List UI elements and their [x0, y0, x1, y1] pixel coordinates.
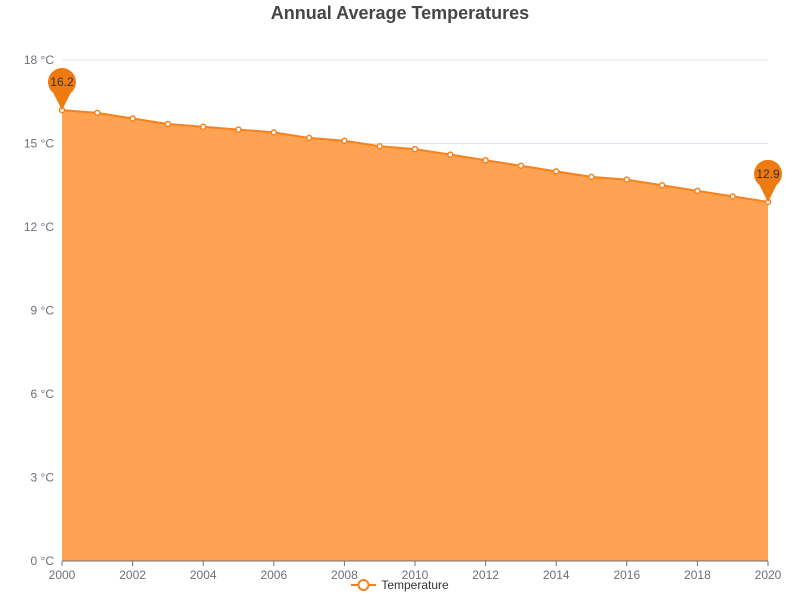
legend-line-marker-icon: [351, 579, 377, 591]
data-point: [341, 137, 348, 144]
data-point: [447, 151, 454, 158]
data-point: [517, 162, 525, 170]
x-tick-label: 2000: [49, 568, 76, 582]
data-point: [94, 109, 101, 117]
y-tick-label: 6 °C: [31, 387, 55, 401]
y-tick-label: 15 °C: [24, 137, 54, 151]
max-marker-pin: [48, 68, 77, 111]
x-tick-label: 2004: [190, 568, 217, 582]
x-tick-label: 2016: [613, 568, 640, 582]
series-area-temperature: [62, 110, 768, 561]
y-tick-label: 18 °C: [24, 53, 54, 67]
chart-title: Annual Average Temperatures: [270, 3, 530, 23]
x-tick-label: 2012: [472, 568, 499, 582]
x-tick-label: 2014: [543, 568, 570, 582]
data-point: [199, 123, 207, 131]
data-point: [235, 126, 242, 133]
data-point: [411, 145, 419, 153]
legend[interactable]: Temperature: [0, 578, 800, 592]
data-point: [552, 168, 560, 175]
data-point: [729, 193, 736, 200]
x-tick-label: 2002: [119, 568, 146, 582]
data-point: [129, 115, 136, 122]
y-tick-label: 0 °C: [31, 554, 55, 568]
data-point: [588, 173, 595, 181]
y-tick-label: 3 °C: [31, 471, 55, 485]
y-tick-label: 9 °C: [31, 304, 55, 318]
x-tick-label: 2008: [331, 568, 358, 582]
max-marker-label: 16.2: [50, 75, 74, 89]
data-point: [623, 176, 631, 183]
data-point: [482, 156, 489, 164]
data-point: [270, 129, 278, 136]
data-point: [694, 187, 701, 195]
data-point: [658, 182, 666, 189]
data-point: [376, 143, 383, 150]
y-tick-label: 12 °C: [24, 220, 54, 234]
x-tick-label: 2006: [260, 568, 287, 582]
x-tick-label: 2018: [684, 568, 711, 582]
legend-label-temperature: Temperature: [381, 578, 449, 592]
x-tick-label: 2020: [755, 568, 782, 582]
x-tick-label: 2010: [402, 568, 429, 582]
min-marker-label: 12.9: [756, 167, 780, 181]
data-point: [305, 134, 313, 142]
data-point: [164, 120, 172, 128]
min-marker-pin: [754, 159, 783, 202]
